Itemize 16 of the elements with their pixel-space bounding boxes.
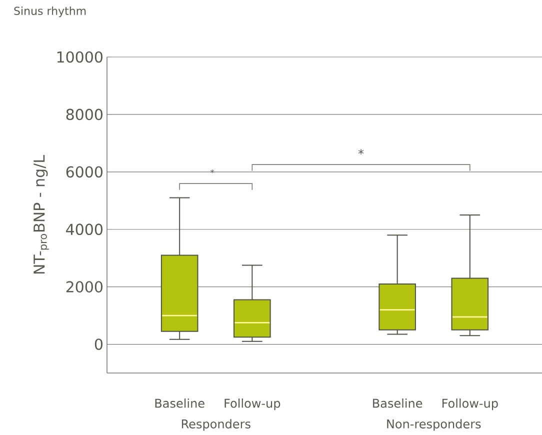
x-tick-label: Follow-up xyxy=(224,398,280,410)
annotation: * xyxy=(210,170,214,174)
y-tick-label: 0 xyxy=(94,338,102,350)
y-tick-label: 8000 xyxy=(66,108,102,120)
x-tick-label: Follow-up xyxy=(442,398,498,410)
y-tick-label: 6000 xyxy=(66,166,102,178)
y-tick-label: 4000 xyxy=(66,224,102,236)
annotation: * xyxy=(358,149,364,155)
y-tick-label: 2000 xyxy=(66,281,102,292)
x-tick-label: Baseline xyxy=(373,398,422,408)
chart-title: Sinus rhythm xyxy=(14,6,86,18)
y-axis-title: NT-$_{pro}$BNP - ng/L xyxy=(34,155,49,274)
text: Responders xyxy=(182,419,250,431)
text: Non-responders xyxy=(387,419,481,431)
y-tick-label: 10000 xyxy=(57,51,102,63)
x-tick-label: Baseline xyxy=(155,398,204,408)
